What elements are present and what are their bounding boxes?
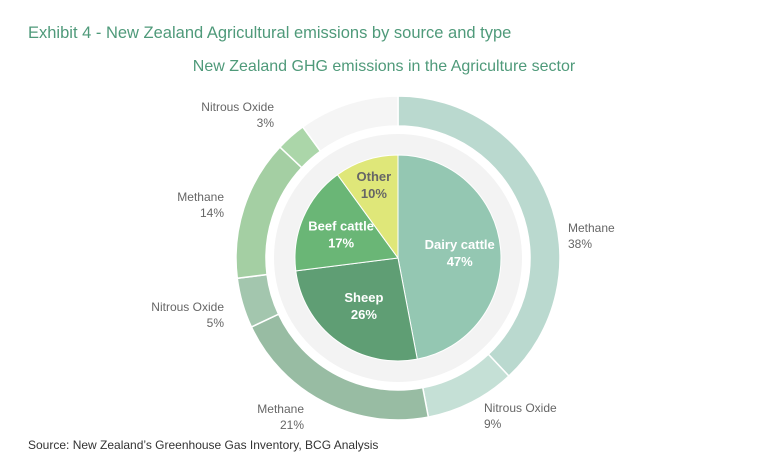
inner-slice-other [336, 154, 399, 260]
outer-label-sheep-methane: Methane [257, 402, 304, 416]
inner-labels: Dairy cattle 47% Sheep 26% Beef cattle 17% Oth… [308, 169, 495, 322]
outer-label-dairy-cattle-nitrous-oxide: Nitrous Oxide [484, 401, 557, 415]
outer-percent-beef-cattle-methane: 14% [200, 206, 224, 220]
outer-label-beef-cattle-methane: Methane [177, 190, 224, 204]
outer-slice-other [301, 95, 399, 153]
outer-percent-beef-cattle-nitrous-oxide: 3% [257, 116, 275, 130]
inner-percent-beef-cattle: 17% [328, 235, 354, 250]
inner-label-dairy-cattle: Dairy cattle [425, 237, 495, 252]
chart-title: New Zealand GHG emissions in the Agricul… [192, 58, 576, 75]
inner-label-beef-cattle: Beef cattle [308, 218, 374, 233]
inner-percent-sheep: 26% [351, 307, 377, 322]
source-note: Source: New Zealand’s Greenhouse Gas Inv… [28, 438, 379, 452]
inner-slice-beef-cattle [294, 173, 399, 272]
inner-slice-sheep [295, 257, 418, 362]
outer-label-dairy-cattle-methane: Methane [568, 221, 615, 235]
inner-slice-dairy-cattle [397, 154, 502, 360]
inner-label-other: Other [357, 169, 392, 184]
outer-percent-dairy-cattle-methane: 38% [568, 237, 592, 251]
outer-label-beef-cattle-nitrous-oxide: Nitrous Oxide [201, 100, 274, 114]
outer-label-sheep-nitrous-oxide: Nitrous Oxide [151, 300, 224, 314]
outer-percent-sheep-methane: 21% [280, 418, 304, 432]
inner-percent-other: 10% [361, 186, 387, 201]
inner-pie [294, 154, 502, 362]
inner-label-sheep: Sheep [344, 290, 383, 305]
inner-percent-dairy-cattle: 47% [447, 254, 473, 269]
outer-percent-dairy-cattle-nitrous-oxide: 9% [484, 417, 502, 431]
exhibit-title: Exhibit 4 - New Zealand Agricultural emi… [28, 24, 512, 42]
outer-labels: Methane 38% Nitrous Oxide 9% Methane 21% Nitro… [151, 100, 615, 432]
outer-percent-sheep-nitrous-oxide: 5% [207, 316, 225, 330]
outer-ring [235, 95, 561, 421]
